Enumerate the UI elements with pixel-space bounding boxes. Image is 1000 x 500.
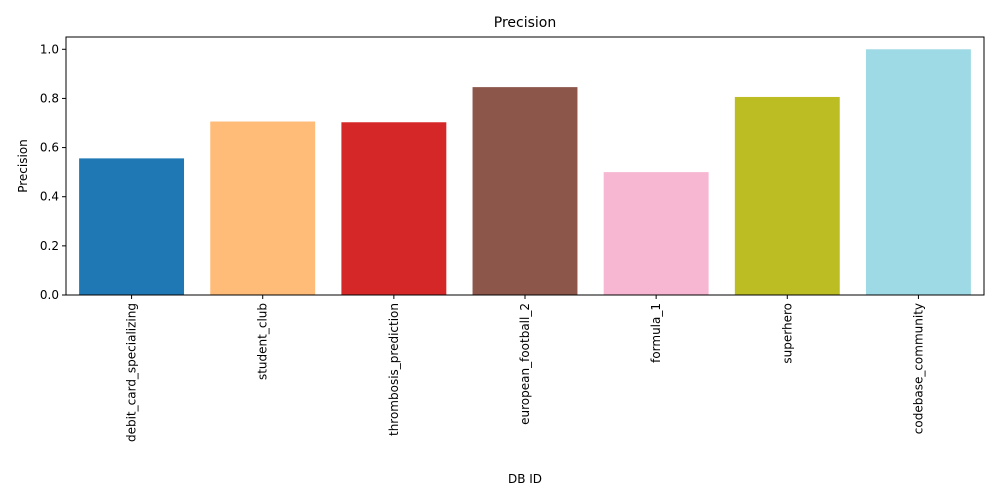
y-axis-label: Precision bbox=[16, 139, 30, 193]
x-tick-label: codebase_community bbox=[911, 303, 925, 434]
bar-formula-1 bbox=[603, 172, 709, 295]
y-tick-label: 0.8 bbox=[40, 91, 59, 105]
y-axis-ticks: 0.0 0.2 0.4 0.6 0.8 1.0 bbox=[40, 42, 66, 302]
y-tick-label: 0.6 bbox=[40, 141, 59, 155]
x-tick-label: european_football_2 bbox=[518, 303, 532, 425]
x-tick-label: thrombosis_prediction bbox=[387, 303, 401, 436]
bar-thrombosis-prediction bbox=[341, 122, 447, 296]
bar-codebase-community bbox=[865, 49, 971, 296]
x-axis-ticks: debit_card_specializing student_club throm… bbox=[125, 295, 925, 442]
x-tick-label: formula_1 bbox=[649, 303, 663, 363]
x-axis-label: DB ID bbox=[508, 472, 542, 486]
bars-layer bbox=[79, 49, 971, 296]
x-tick-label: student_club bbox=[256, 303, 270, 380]
x-tick-label: debit_card_specializing bbox=[125, 303, 139, 442]
bar-student-club bbox=[210, 121, 316, 295]
x-tick-label: superhero bbox=[780, 303, 794, 364]
y-tick-label: 0.2 bbox=[40, 239, 59, 253]
plot-frame bbox=[65, 36, 985, 296]
y-tick-label: 0.4 bbox=[40, 190, 59, 204]
bar-debit-card-specializing bbox=[79, 158, 185, 295]
chart-title: Precision bbox=[494, 15, 556, 31]
bar-superhero bbox=[734, 96, 840, 295]
y-tick-label: 0.0 bbox=[40, 288, 59, 302]
bar-european-football-2 bbox=[472, 87, 578, 295]
y-tick-label: 1.0 bbox=[40, 42, 59, 56]
